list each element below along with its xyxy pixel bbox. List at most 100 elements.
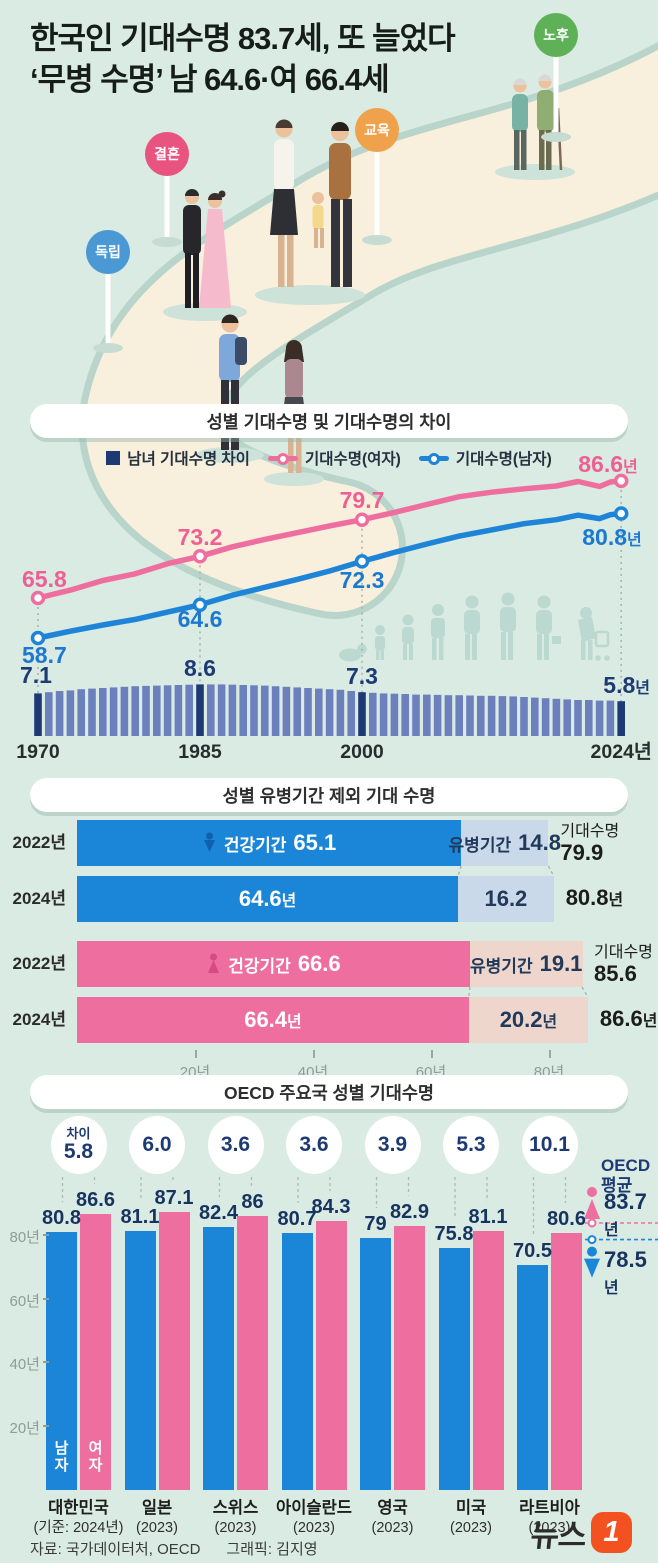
x-axis-label: 1970 — [16, 741, 60, 763]
country-name: 스위스 — [212, 1499, 259, 1517]
sign-label: 교육 — [364, 122, 390, 138]
male-bar — [438, 1248, 470, 1490]
morbid-value: 19.1 — [539, 951, 583, 976]
male-person-icon — [587, 1246, 597, 1257]
male-person-icon — [584, 1258, 600, 1278]
life-expectancy-line-chart: 1970 1985 2000 2024년 65.8 73.2 79.7 86.6년 58.7 64… — [16, 451, 652, 763]
callout-label: 5.8년 — [603, 672, 650, 698]
female-bar — [315, 1221, 347, 1490]
sign-label: 노후 — [543, 27, 569, 43]
male-icon — [203, 832, 215, 852]
x-tick — [431, 1050, 433, 1058]
diff-bar — [347, 691, 355, 736]
female-value-label: 80.6 — [547, 1207, 586, 1230]
morbid-period-bar: 유병기간 19.1 — [469, 941, 583, 987]
diff-bar — [271, 686, 280, 736]
avg-marker — [587, 1235, 597, 1245]
country-note: (기준: 2024년) — [33, 1520, 124, 1536]
diff-bar — [433, 694, 442, 736]
diff-bar — [315, 688, 323, 736]
male-bar — [124, 1231, 156, 1490]
y-tick-label: 60년 — [9, 1292, 41, 1310]
country-name: 아이슬란드 — [276, 1499, 352, 1517]
family-illustration — [255, 119, 365, 305]
country-name: 미국 — [455, 1499, 487, 1517]
female-line — [35, 478, 624, 601]
healthy-period-bar: 66.4년 — [77, 997, 469, 1043]
logo-badge-icon: 1 — [591, 1512, 632, 1553]
diff-bubble: 10.1 — [521, 1116, 578, 1174]
healthy-value: 66.4년 — [244, 1007, 302, 1032]
diff-bar — [606, 700, 615, 736]
country-note: (2023) — [136, 1520, 178, 1536]
male-value-label: 81.1 — [120, 1206, 160, 1229]
oecd-avg-female-value: 83.7년 — [604, 1189, 647, 1239]
country-label: 스위스 (2023) — [176, 1498, 296, 1538]
x-axis-label: 2024년 — [591, 741, 652, 763]
callout-label: 7.3 — [346, 663, 378, 689]
female-person-icon — [587, 1187, 597, 1197]
male-value-label: 75.8 — [434, 1223, 474, 1246]
dashed-connector — [547, 865, 555, 877]
legend-label: 기대수명(여자) — [304, 451, 401, 468]
data-marker — [192, 549, 208, 564]
data-marker — [613, 506, 629, 521]
source-text: 자료: 국가데이터처, OECD — [30, 1541, 201, 1558]
callout-label: 79.7 — [340, 487, 385, 513]
data-marker — [30, 630, 46, 646]
female-value-label: 87.1 — [154, 1187, 194, 1210]
row-year-label: 2022년 — [12, 954, 66, 973]
diff-bar — [325, 689, 334, 736]
sign-circle — [534, 13, 578, 57]
total-life-expectancy: 기대수명 79.9 — [560, 820, 619, 866]
sign-nohu: 노후 — [534, 13, 578, 142]
male-value-label: 79 — [364, 1213, 387, 1235]
total-caption: 기대수명 — [560, 822, 620, 840]
country-name: 영국 — [377, 1499, 408, 1517]
sign-circle — [145, 132, 189, 176]
male-bar-caption: 남 자 — [54, 1440, 69, 1474]
diff-bar — [217, 684, 226, 736]
x-axis-label: 1985 — [178, 741, 222, 763]
diff-bar — [282, 686, 291, 736]
female-bar — [472, 1231, 504, 1490]
diff-bar — [304, 688, 312, 736]
chart1-legend: 남녀 기대수명 차이 기대수명(여자) 기대수명(남자) — [0, 447, 658, 469]
diff-bar — [455, 695, 463, 736]
diff-value: 5.8 — [63, 1140, 94, 1163]
country-name: 일본 — [141, 1499, 173, 1517]
male-bar — [360, 1238, 391, 1490]
female-person-icon — [584, 1199, 600, 1219]
morbid-period-bar: 20.2년 — [468, 997, 588, 1043]
callout-label: 73.2 — [178, 524, 223, 550]
country-note: (2023) — [214, 1520, 257, 1536]
credit-text: 그래픽: 김지영 — [226, 1541, 318, 1558]
female-icon — [208, 953, 220, 973]
healthy-caption: 건강기간 — [228, 956, 291, 976]
legend-line-female-icon — [267, 452, 298, 465]
total-life-expectancy: 80.8년 — [566, 876, 623, 922]
diff-bar — [498, 696, 507, 736]
diff-bubble: 5.3 — [443, 1116, 499, 1174]
male-value-label: 70.5 — [513, 1240, 552, 1263]
healthy-value: 65.1 — [293, 830, 337, 855]
legend-item-female: 기대수명(여자) — [267, 447, 401, 469]
country-note: (2023) — [450, 1520, 492, 1536]
diff-bar — [336, 689, 345, 736]
morbid-caption: 유병기간 — [470, 956, 533, 976]
country-name: 라트비아 — [519, 1499, 580, 1517]
diff-bar — [207, 684, 215, 736]
healthy-period-bar: 64.6년 — [77, 876, 459, 922]
country-name: 대한민국 — [48, 1499, 109, 1517]
legend-label: 남녀 기대수명 차이 — [127, 451, 250, 468]
female-bar — [551, 1232, 582, 1490]
total-value-text: 86.6년 — [599, 1005, 658, 1031]
diff-bar — [585, 700, 593, 736]
country-label: 아이슬란드 (2023) — [254, 1498, 374, 1538]
diff-bar — [77, 689, 85, 736]
diff-bar — [131, 686, 139, 736]
diff-bar — [261, 685, 269, 736]
country-note: (2023) — [371, 1520, 414, 1536]
y-tick-mark — [43, 1297, 49, 1300]
